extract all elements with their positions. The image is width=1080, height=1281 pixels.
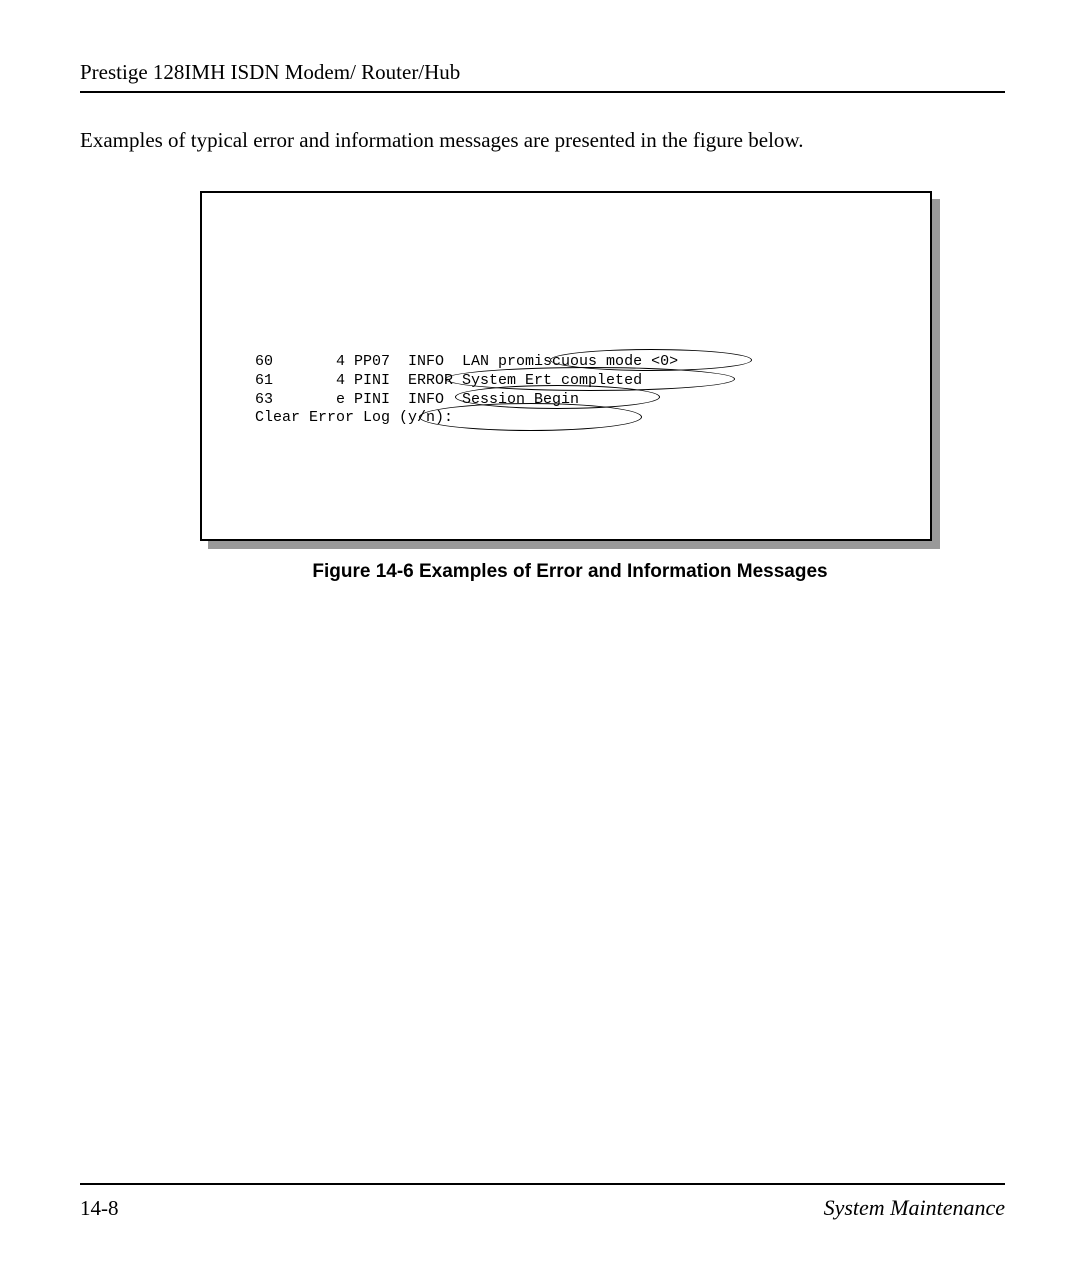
header-divider [80, 91, 1005, 93]
log-area: 60 4 PP07 INFO LAN promiscuous mode <0> … [237, 353, 895, 428]
log-line-4: Clear Error Log (y/n): [237, 409, 895, 428]
figure-container: 60 4 PP07 INFO LAN promiscuous mode <0> … [200, 191, 940, 583]
page-header-title: Prestige 128IMH ISDN Modem/ Router/Hub [80, 60, 1005, 85]
page-number: 14-8 [80, 1196, 119, 1221]
log-line-3: 63 e PINI INFO Session Begin [237, 391, 895, 410]
intro-paragraph: Examples of typical error and informatio… [80, 128, 1005, 153]
footer-line: 14-8 System Maintenance [80, 1195, 1005, 1221]
footer-divider [80, 1183, 1005, 1185]
log-line-1: 60 4 PP07 INFO LAN promiscuous mode <0> [237, 353, 895, 372]
figure-caption: Figure 14-6 Examples of Error and Inform… [200, 561, 940, 583]
page-footer: 14-8 System Maintenance [80, 1183, 1005, 1221]
footer-section-title: System Maintenance [824, 1195, 1005, 1221]
log-line-2: 61 4 PINI ERROR System Ert completed [237, 372, 895, 391]
figure-box: 60 4 PP07 INFO LAN promiscuous mode <0> … [200, 191, 932, 541]
